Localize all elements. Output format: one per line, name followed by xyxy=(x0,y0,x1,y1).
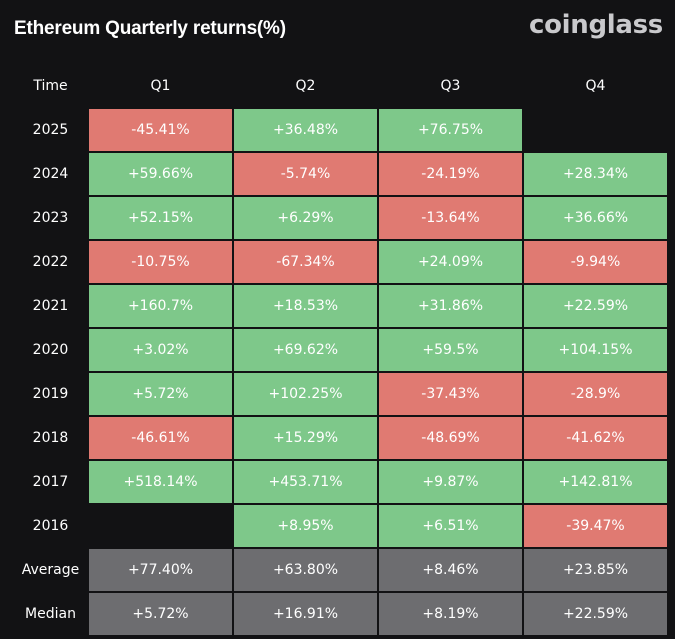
table-row: 2016 +8.95% +6.51% -39.47% xyxy=(14,505,667,547)
table-row: 2024 +59.66% -5.74% -24.19% +28.34% xyxy=(14,153,667,195)
row-label: 2016 xyxy=(32,518,69,534)
return-cell: -67.34% xyxy=(234,241,377,283)
summary-cell: +77.40% xyxy=(89,549,232,591)
summary-cell: +5.72% xyxy=(89,593,232,635)
summary-cell: +16.91% xyxy=(234,593,377,635)
table-row: 2019 +5.72% +102.25% -37.43% -28.9% xyxy=(14,373,667,415)
row-label: 2018 xyxy=(32,430,69,446)
return-cell: +5.72% xyxy=(89,373,232,415)
column-header-time: Time xyxy=(33,78,68,94)
chart-title: Ethereum Quarterly returns(%) xyxy=(14,18,286,39)
return-cell: +36.66% xyxy=(524,197,667,239)
return-cell: +453.71% xyxy=(234,461,377,503)
return-cell: +104.15% xyxy=(524,329,667,371)
return-cell: -48.69% xyxy=(379,417,522,459)
row-label: Average xyxy=(21,562,80,578)
return-cell: +31.86% xyxy=(379,285,522,327)
table-row: 2025 -45.41% +36.48% +76.75% xyxy=(14,109,667,151)
return-cell: +160.7% xyxy=(89,285,232,327)
return-cell: +102.25% xyxy=(234,373,377,415)
chart-container: Ethereum Quarterly returns(%) coinglass … xyxy=(4,4,671,635)
return-cell: +6.29% xyxy=(234,197,377,239)
summary-row: Average +77.40% +63.80% +8.46% +23.85% xyxy=(14,549,667,591)
returns-table: Time Q1 Q2 Q3 Q4 2025 -45.41% +36.48% +76.75% 20… xyxy=(12,63,669,637)
summary-row: Median +5.72% +16.91% +8.19% +22.59% xyxy=(14,593,667,635)
brand-logo: coinglass xyxy=(528,10,663,40)
summary-cell: +63.80% xyxy=(234,549,377,591)
return-cell: +8.95% xyxy=(234,505,377,547)
return-cell: +36.48% xyxy=(234,109,377,151)
return-cell: -45.41% xyxy=(89,109,232,151)
row-label: 2022 xyxy=(32,254,69,270)
return-cell xyxy=(89,505,232,547)
row-label: 2024 xyxy=(32,166,69,182)
table-row: 2020 +3.02% +69.62% +59.5% +104.15% xyxy=(14,329,667,371)
return-cell: +59.66% xyxy=(89,153,232,195)
table-row: 2018 -46.61% +15.29% -48.69% -41.62% xyxy=(14,417,667,459)
return-cell: -10.75% xyxy=(89,241,232,283)
return-cell xyxy=(524,109,667,151)
row-label: 2017 xyxy=(32,474,69,490)
return-cell: +59.5% xyxy=(379,329,522,371)
table-row: 2021 +160.7% +18.53% +31.86% +22.59% xyxy=(14,285,667,327)
return-cell: +518.14% xyxy=(89,461,232,503)
return-cell: +52.15% xyxy=(89,197,232,239)
summary-cell: +23.85% xyxy=(524,549,667,591)
return-cell: +9.87% xyxy=(379,461,522,503)
return-cell: +3.02% xyxy=(89,329,232,371)
row-label: 2020 xyxy=(32,342,69,358)
column-header-q1: Q1 xyxy=(150,78,171,94)
row-label: 2019 xyxy=(32,386,69,402)
return-cell: +18.53% xyxy=(234,285,377,327)
summary-cell: +8.19% xyxy=(379,593,522,635)
return-cell: -41.62% xyxy=(524,417,667,459)
table-row: 2023 +52.15% +6.29% -13.64% +36.66% xyxy=(14,197,667,239)
return-cell: -9.94% xyxy=(524,241,667,283)
return-cell: -24.19% xyxy=(379,153,522,195)
return-cell: -39.47% xyxy=(524,505,667,547)
return-cell: +76.75% xyxy=(379,109,522,151)
summary-cell: +22.59% xyxy=(524,593,667,635)
return-cell: +28.34% xyxy=(524,153,667,195)
row-label: Median xyxy=(25,606,76,622)
return-cell: +69.62% xyxy=(234,329,377,371)
table-row: 2022 -10.75% -67.34% +24.09% -9.94% xyxy=(14,241,667,283)
table-body: 2025 -45.41% +36.48% +76.75% 2024 +59.66% -5.7… xyxy=(14,109,667,635)
table-row: 2017 +518.14% +453.71% +9.87% +142.81% xyxy=(14,461,667,503)
row-label: 2023 xyxy=(32,210,69,226)
return-cell: -46.61% xyxy=(89,417,232,459)
return-cell: +24.09% xyxy=(379,241,522,283)
summary-cell: +8.46% xyxy=(379,549,522,591)
column-header-q3: Q3 xyxy=(440,78,461,94)
return-cell: +6.51% xyxy=(379,505,522,547)
return-cell: -13.64% xyxy=(379,197,522,239)
return-cell: -28.9% xyxy=(524,373,667,415)
row-label: 2021 xyxy=(32,298,69,314)
header-row: Time Q1 Q2 Q3 Q4 xyxy=(14,65,667,107)
row-label: 2025 xyxy=(32,122,69,138)
column-header-q2: Q2 xyxy=(295,78,316,94)
column-header-q4: Q4 xyxy=(585,78,606,94)
return-cell: -37.43% xyxy=(379,373,522,415)
return-cell: +22.59% xyxy=(524,285,667,327)
return-cell: +15.29% xyxy=(234,417,377,459)
return-cell: -5.74% xyxy=(234,153,377,195)
return-cell: +142.81% xyxy=(524,461,667,503)
